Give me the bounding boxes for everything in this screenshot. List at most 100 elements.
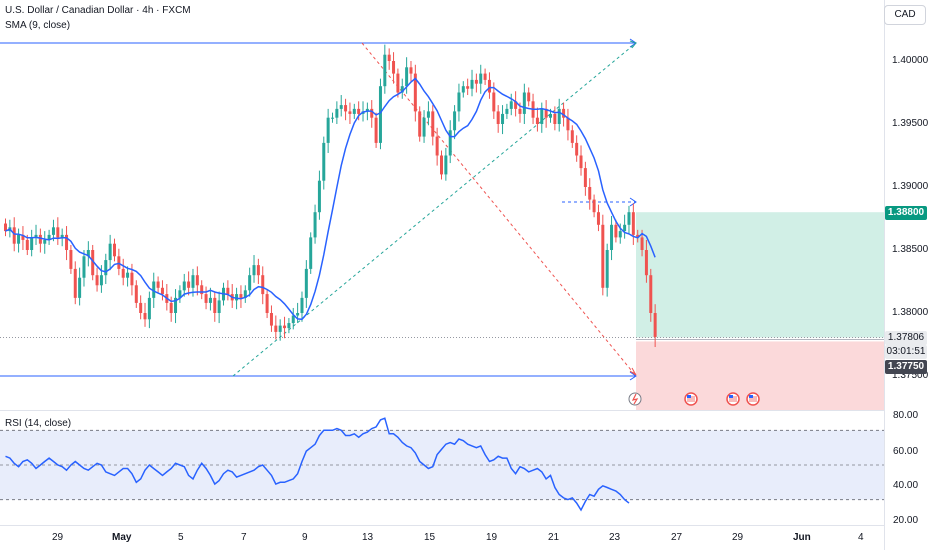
- sma-legend[interactable]: SMA (9, close): [5, 20, 71, 31]
- candle-body: [139, 302, 143, 313]
- us-flag-event-icon[interactable]: [746, 392, 760, 406]
- candle-body: [631, 212, 635, 235]
- candle-body: [51, 227, 55, 235]
- candle-body: [291, 315, 295, 324]
- candle-body: [549, 113, 552, 118]
- candle-body: [56, 227, 60, 238]
- candle-body: [69, 250, 73, 269]
- candle-body: [296, 313, 300, 316]
- candle-body: [34, 234, 38, 238]
- candle-body: [378, 86, 382, 143]
- candle-body: [479, 73, 483, 84]
- price-tick: 1.37500: [892, 370, 929, 381]
- candle-body: [21, 234, 25, 240]
- time-tick: Jun: [793, 532, 811, 543]
- candle-body: [169, 302, 173, 313]
- candle-body: [12, 227, 16, 244]
- candle-body: [243, 290, 247, 298]
- time-tick: 27: [671, 532, 683, 543]
- time-tick: 21: [548, 532, 560, 543]
- candle-body: [583, 168, 587, 187]
- candle-body: [357, 108, 361, 114]
- candle-body: [43, 239, 47, 244]
- rsi-tick: 40.00: [893, 480, 919, 491]
- candle-body: [126, 272, 130, 278]
- bar-countdown: 03:01:51: [885, 345, 927, 359]
- candle-body: [527, 92, 531, 102]
- candle-body: [121, 268, 125, 278]
- us-flag-event-icon[interactable]: [726, 392, 740, 406]
- candle-body: [440, 155, 443, 175]
- support-arrow: [629, 371, 637, 381]
- candle-body: [466, 86, 470, 89]
- candle-body: [174, 297, 178, 313]
- lightning-icon[interactable]: [628, 392, 642, 406]
- candle-body: [134, 285, 138, 303]
- candle-body: [300, 297, 304, 313]
- candle-body: [195, 275, 199, 286]
- time-tick: 4: [858, 532, 864, 543]
- rsi-tick: 20.00: [893, 515, 919, 526]
- candle-body: [649, 275, 653, 313]
- candle-body: [147, 297, 151, 320]
- price-tick: 1.39500: [892, 118, 929, 129]
- time-tick: 29: [732, 532, 744, 543]
- rsi-legend[interactable]: RSI (14, close): [5, 418, 72, 429]
- price-tick: 1.39000: [892, 181, 929, 192]
- candle-body: [78, 277, 82, 298]
- candle-body: [596, 212, 600, 225]
- candle-body: [65, 234, 69, 250]
- uptrend-arrow: [629, 40, 637, 49]
- candle-body: [73, 268, 77, 298]
- candle-body: [178, 290, 182, 298]
- candle-body: [618, 231, 622, 238]
- candle-body: [435, 136, 439, 156]
- candle-body: [265, 294, 269, 313]
- candle-body: [601, 224, 605, 288]
- candle-body: [17, 234, 21, 244]
- candle-body: [370, 108, 374, 118]
- time-tick: 19: [486, 532, 498, 543]
- candle-body: [605, 250, 609, 288]
- candle-body: [509, 101, 513, 109]
- candle-body: [392, 61, 396, 74]
- price-tick: 1.38500: [892, 244, 929, 255]
- currency-selector[interactable]: CAD: [884, 5, 926, 25]
- candle-body: [326, 117, 330, 143]
- candle-body: [47, 234, 51, 240]
- candle-body: [365, 108, 369, 112]
- candle-body: [317, 180, 321, 213]
- candle-body: [322, 142, 326, 181]
- price-tick: 1.38000: [892, 307, 929, 318]
- candle-body: [348, 111, 352, 114]
- rsi-tick: 60.00: [893, 446, 919, 457]
- candle-body: [374, 117, 378, 143]
- candle-body: [143, 313, 147, 320]
- candle-body: [422, 117, 426, 137]
- candle-body: [514, 101, 518, 109]
- symbol-legend[interactable]: U.S. Dollar / Canadian Dollar · 4h · FXC…: [5, 5, 191, 16]
- candle-body: [82, 256, 86, 278]
- candle-body: [252, 265, 256, 276]
- candle-body: [86, 250, 90, 257]
- candle-body: [239, 294, 243, 298]
- candle-body: [579, 155, 583, 169]
- candle-body: [274, 325, 278, 332]
- candle-body: [640, 237, 644, 250]
- candle-body: [200, 285, 204, 295]
- candle-body: [522, 92, 526, 114]
- time-tick: 13: [362, 532, 374, 543]
- candle-body: [492, 92, 496, 112]
- time-tick: 9: [302, 532, 308, 543]
- candle-body: [248, 275, 252, 291]
- us-flag-event-icon[interactable]: [684, 392, 698, 406]
- candle-body: [396, 73, 400, 93]
- candle-body: [38, 234, 42, 244]
- candle-body: [623, 224, 627, 232]
- candle-body: [4, 223, 7, 232]
- candle-body: [278, 325, 282, 332]
- candle-body: [344, 105, 348, 112]
- candle-body: [505, 108, 509, 114]
